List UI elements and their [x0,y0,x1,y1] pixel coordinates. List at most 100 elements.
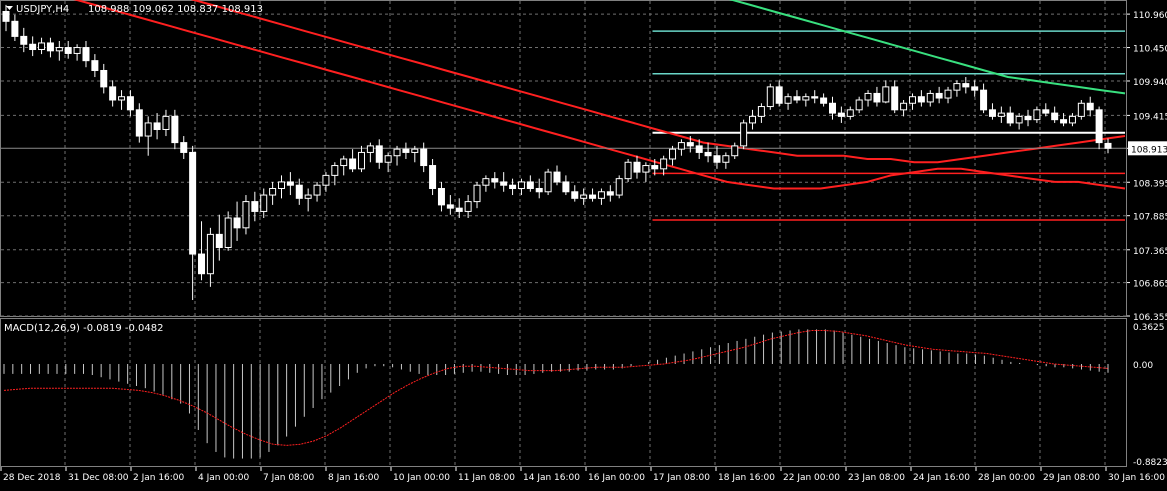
time-tick-label: 14 Jan 16:00 [523,473,580,483]
candle-body [660,158,668,170]
current-price-label: 108.913 [1131,145,1167,155]
candle-body [873,92,881,103]
candle-body [944,89,952,99]
candle-body [455,207,463,212]
candle-body [82,47,90,62]
price-tick-label: 109.940 [1133,78,1167,88]
macd-tick-label: 0.3625 [1133,323,1165,333]
candle-body [935,92,943,99]
candle-body [1068,115,1076,124]
moving-average-line [73,0,1126,190]
moving-average-line [728,0,1126,95]
candle-body [491,178,499,183]
candle-body [562,181,570,193]
candle-body [393,148,401,157]
candle-body [162,115,170,130]
candle-body [357,151,365,170]
candle-body [437,187,445,206]
candle-body [64,47,72,54]
candle-body [775,86,783,104]
candle-body [429,165,437,189]
symbol-dropdown-icon[interactable] [6,6,13,10]
candle-body [855,99,863,111]
candle-body [749,115,757,124]
candle-body [971,86,979,91]
macd-tick-label: 0.00 [1133,361,1153,371]
candle-body [704,151,712,157]
time-tick-label: 7 Jan 08:00 [263,473,315,483]
candle-body [375,145,383,163]
candle-body [331,165,339,176]
moving-average-line [190,0,1126,164]
candle-body [411,148,419,153]
candle-body [349,158,357,170]
candle-body [1042,109,1050,114]
candle-body [322,174,330,186]
candle-body [713,155,721,163]
candle-body [571,191,579,199]
candle-body [1077,102,1085,117]
candle-body [1086,102,1094,111]
candle-body [793,96,801,101]
candle-body [624,161,632,180]
time-tick-label: 11 Jan 08:00 [458,473,515,483]
candle-body [606,191,614,196]
price-panel-border [0,0,1127,317]
candle-body [242,201,250,229]
candle-body [304,194,312,199]
ohlc-readout: 108.988 109.062 108.837 108.913 [88,4,263,15]
candle-body [997,112,1005,117]
candle-body [695,145,703,153]
candle-body [29,43,37,51]
time-tick-label: 17 Jan 08:00 [653,473,710,483]
candle-body [402,148,410,153]
candle-body [180,142,188,153]
candle-body [642,165,650,173]
candle-body [233,217,241,229]
candle-body [802,96,810,101]
candle-body [144,122,152,137]
candle-body [686,142,694,147]
time-tick-label: 24 Jan 16:00 [913,473,970,483]
price-tick-label: 107.885 [1133,213,1167,223]
candle-body [340,158,348,167]
candle-body [953,83,961,91]
time-tick-label: 4 Jan 00:00 [198,473,250,483]
candle-body [917,96,925,103]
price-tick-label: 109.415 [1133,112,1167,122]
candle-body [295,184,303,199]
candle-body [908,96,916,104]
candle-body [286,181,294,186]
candle-body [91,60,99,71]
time-tick-label: 23 Jan 08:00 [848,473,905,483]
candle-body [269,187,277,196]
candle-body [926,92,934,103]
candle-body [988,109,996,117]
candle-body [55,47,63,52]
time-tick-label: 16 Jan 00:00 [588,473,645,483]
candle-body [615,178,623,196]
candle-body [722,155,730,163]
time-tick-label: 10 Jan 00:00 [393,473,450,483]
time-tick-label: 31 Dec 08:00 [68,473,129,483]
candle-body [20,35,28,45]
candle-body [38,42,46,51]
candle-body [846,109,854,117]
macd-indicator-label: MACD(12,26,9) -0.0819 -0.0482 [4,323,164,334]
candle-body [962,83,970,88]
candle-body [1104,142,1112,149]
candle-body [829,102,836,114]
candle-body [820,97,828,104]
candle-body [1033,109,1041,121]
time-tick-label: 30 Jan 16:00 [1108,473,1165,483]
candle-body [517,181,525,189]
candle-body [482,178,490,186]
candle-body [784,96,792,104]
candle-body [313,184,321,196]
candle-body [553,171,561,183]
candle-body [589,194,597,199]
price-tick-label: 107.365 [1133,247,1167,257]
macd-tick-label: -0.8823 [1133,458,1167,468]
